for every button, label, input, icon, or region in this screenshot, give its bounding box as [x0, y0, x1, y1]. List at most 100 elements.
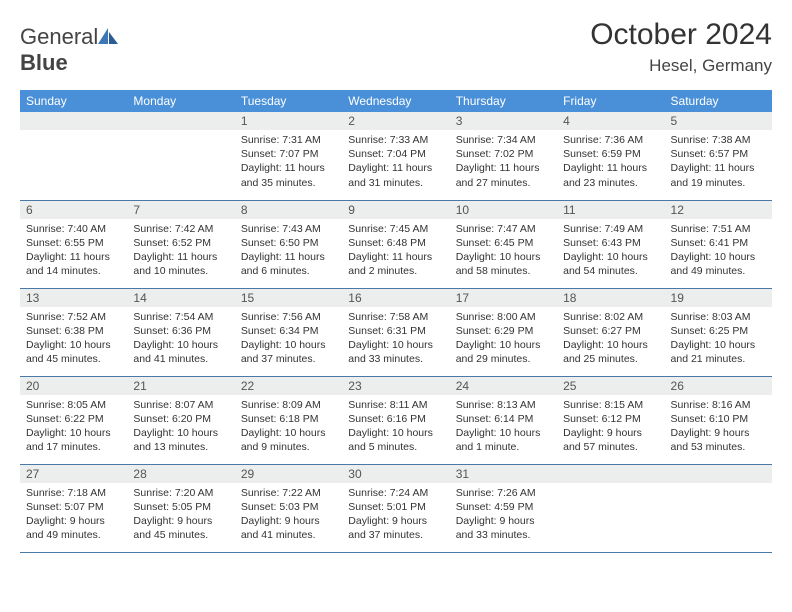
sunset-line: Sunset: 6:22 PM	[26, 412, 121, 426]
sunset-line: Sunset: 6:27 PM	[563, 324, 658, 338]
day-details: Sunrise: 8:03 AMSunset: 6:25 PMDaylight:…	[665, 307, 772, 371]
day-number: 7	[127, 201, 234, 219]
calendar-day-cell: 9 Sunrise: 7:45 AMSunset: 6:48 PMDaylight…	[342, 200, 449, 288]
sunset-line: Sunset: 6:43 PM	[563, 236, 658, 250]
day-number: 6	[20, 201, 127, 219]
day-header: Monday	[127, 90, 234, 112]
calendar-day-cell: 19Sunrise: 8:03 AMSunset: 6:25 PMDayligh…	[665, 288, 772, 376]
sunrise-line: Sunrise: 7:36 AM	[563, 133, 658, 147]
sunrise-line: Sunrise: 7:58 AM	[348, 310, 443, 324]
daylight-line: Daylight: 10 hours and 37 minutes.	[241, 338, 336, 366]
calendar-day-cell: 18 Sunrise: 8:02 AMSunset: 6:27 PMDayligh…	[557, 288, 664, 376]
daylight-line: Daylight: 9 hours and 53 minutes.	[671, 426, 766, 454]
sunset-line: Sunset: 6:55 PM	[26, 236, 121, 250]
calendar-week-row: 13Sunrise: 7:52 AMSunset: 6:38 PMDayligh…	[20, 288, 772, 376]
calendar-week-row: 1Sunrise: 7:31 AMSunset: 7:07 PMDaylight…	[20, 112, 772, 200]
calendar-day-cell: 31Sunrise: 7:26 AMSunset: 4:59 PMDayligh…	[450, 464, 557, 552]
sunrise-line: Sunrise: 7:43 AM	[241, 222, 336, 236]
daylight-line: Daylight: 10 hours and 25 minutes.	[563, 338, 658, 366]
calendar-day-cell: 22Sunrise: 8:09 AMSunset: 6:18 PMDayligh…	[235, 376, 342, 464]
sunset-line: Sunset: 6:41 PM	[671, 236, 766, 250]
day-number: 10	[450, 201, 557, 219]
daylight-line: Daylight: 10 hours and 45 minutes.	[26, 338, 121, 366]
sunset-line: Sunset: 6:29 PM	[456, 324, 551, 338]
sunrise-line: Sunrise: 8:13 AM	[456, 398, 551, 412]
day-details: Sunrise: 7:52 AMSunset: 6:38 PMDaylight:…	[20, 307, 127, 371]
calendar-day-cell: 5Sunrise: 7:38 AMSunset: 6:57 PMDaylight…	[665, 112, 772, 200]
day-details: Sunrise: 7:54 AMSunset: 6:36 PMDaylight:…	[127, 307, 234, 371]
day-number: 22	[235, 377, 342, 395]
daylight-line: Daylight: 9 hours and 49 minutes.	[26, 514, 121, 542]
day-number: 17	[450, 289, 557, 307]
calendar-day-cell: 10Sunrise: 7:47 AMSunset: 6:45 PMDayligh…	[450, 200, 557, 288]
logo-sail-icon	[98, 28, 118, 44]
day-number: 1	[235, 112, 342, 130]
sunrise-line: Sunrise: 8:02 AM	[563, 310, 658, 324]
day-header: Thursday	[450, 90, 557, 112]
daylight-line: Daylight: 10 hours and 9 minutes.	[241, 426, 336, 454]
daylight-line: Daylight: 10 hours and 17 minutes.	[26, 426, 121, 454]
sunrise-line: Sunrise: 7:18 AM	[26, 486, 121, 500]
sunrise-line: Sunrise: 7:45 AM	[348, 222, 443, 236]
calendar-day-cell: 28Sunrise: 7:20 AMSunset: 5:05 PMDayligh…	[127, 464, 234, 552]
calendar-day-cell: 12Sunrise: 7:51 AMSunset: 6:41 PMDayligh…	[665, 200, 772, 288]
day-details: Sunrise: 7:51 AMSunset: 6:41 PMDaylight:…	[665, 219, 772, 283]
calendar-day-cell: 4Sunrise: 7:36 AMSunset: 6:59 PMDaylight…	[557, 112, 664, 200]
daylight-line: Daylight: 10 hours and 13 minutes.	[133, 426, 228, 454]
sunset-line: Sunset: 6:20 PM	[133, 412, 228, 426]
sunset-line: Sunset: 6:25 PM	[671, 324, 766, 338]
sunset-line: Sunset: 7:07 PM	[241, 147, 336, 161]
calendar-day-cell: 16Sunrise: 7:58 AMSunset: 6:31 PMDayligh…	[342, 288, 449, 376]
sunrise-line: Sunrise: 8:00 AM	[456, 310, 551, 324]
sunset-line: Sunset: 5:01 PM	[348, 500, 443, 514]
sunset-line: Sunset: 6:48 PM	[348, 236, 443, 250]
sunset-line: Sunset: 6:34 PM	[241, 324, 336, 338]
sunrise-line: Sunrise: 7:54 AM	[133, 310, 228, 324]
daylight-line: Daylight: 10 hours and 41 minutes.	[133, 338, 228, 366]
daylight-line: Daylight: 11 hours and 14 minutes.	[26, 250, 121, 278]
calendar-empty-cell	[20, 112, 127, 200]
sunrise-line: Sunrise: 7:52 AM	[26, 310, 121, 324]
day-details: Sunrise: 7:26 AMSunset: 4:59 PMDaylight:…	[450, 483, 557, 547]
daylight-line: Daylight: 11 hours and 31 minutes.	[348, 161, 443, 189]
title-block: October 2024 Hesel, Germany	[590, 18, 772, 76]
sunrise-line: Sunrise: 8:07 AM	[133, 398, 228, 412]
day-details: Sunrise: 7:24 AMSunset: 5:01 PMDaylight:…	[342, 483, 449, 547]
daylight-line: Daylight: 10 hours and 49 minutes.	[671, 250, 766, 278]
day-number-bar	[127, 112, 234, 130]
calendar-day-cell: 13Sunrise: 7:52 AMSunset: 6:38 PMDayligh…	[20, 288, 127, 376]
day-details: Sunrise: 8:05 AMSunset: 6:22 PMDaylight:…	[20, 395, 127, 459]
day-details: Sunrise: 7:40 AMSunset: 6:55 PMDaylight:…	[20, 219, 127, 283]
sunrise-line: Sunrise: 7:40 AM	[26, 222, 121, 236]
daylight-line: Daylight: 11 hours and 27 minutes.	[456, 161, 551, 189]
sunset-line: Sunset: 6:38 PM	[26, 324, 121, 338]
calendar-day-cell: 14Sunrise: 7:54 AMSunset: 6:36 PMDayligh…	[127, 288, 234, 376]
calendar-day-cell: 6Sunrise: 7:40 AMSunset: 6:55 PMDaylight…	[20, 200, 127, 288]
daylight-line: Daylight: 11 hours and 2 minutes.	[348, 250, 443, 278]
daylight-line: Daylight: 9 hours and 37 minutes.	[348, 514, 443, 542]
day-number: 19	[665, 289, 772, 307]
daylight-line: Daylight: 9 hours and 41 minutes.	[241, 514, 336, 542]
sunrise-line: Sunrise: 7:49 AM	[563, 222, 658, 236]
day-header: Saturday	[665, 90, 772, 112]
calendar-day-cell: 17Sunrise: 8:00 AMSunset: 6:29 PMDayligh…	[450, 288, 557, 376]
calendar-day-cell: 1Sunrise: 7:31 AMSunset: 7:07 PMDaylight…	[235, 112, 342, 200]
day-details: Sunrise: 7:43 AMSunset: 6:50 PMDaylight:…	[235, 219, 342, 283]
day-number: 9	[342, 201, 449, 219]
day-number: 18	[557, 289, 664, 307]
day-header: Friday	[557, 90, 664, 112]
day-number: 30	[342, 465, 449, 483]
day-number: 28	[127, 465, 234, 483]
sunrise-line: Sunrise: 7:42 AM	[133, 222, 228, 236]
day-details: Sunrise: 7:38 AMSunset: 6:57 PMDaylight:…	[665, 130, 772, 194]
day-number: 29	[235, 465, 342, 483]
sunset-line: Sunset: 6:31 PM	[348, 324, 443, 338]
day-number: 26	[665, 377, 772, 395]
calendar-day-cell: 25Sunrise: 8:15 AMSunset: 6:12 PMDayligh…	[557, 376, 664, 464]
day-number: 8	[235, 201, 342, 219]
sunrise-line: Sunrise: 7:47 AM	[456, 222, 551, 236]
sunset-line: Sunset: 6:14 PM	[456, 412, 551, 426]
day-number: 25	[557, 377, 664, 395]
day-header: Tuesday	[235, 90, 342, 112]
location-label: Hesel, Germany	[590, 56, 772, 76]
